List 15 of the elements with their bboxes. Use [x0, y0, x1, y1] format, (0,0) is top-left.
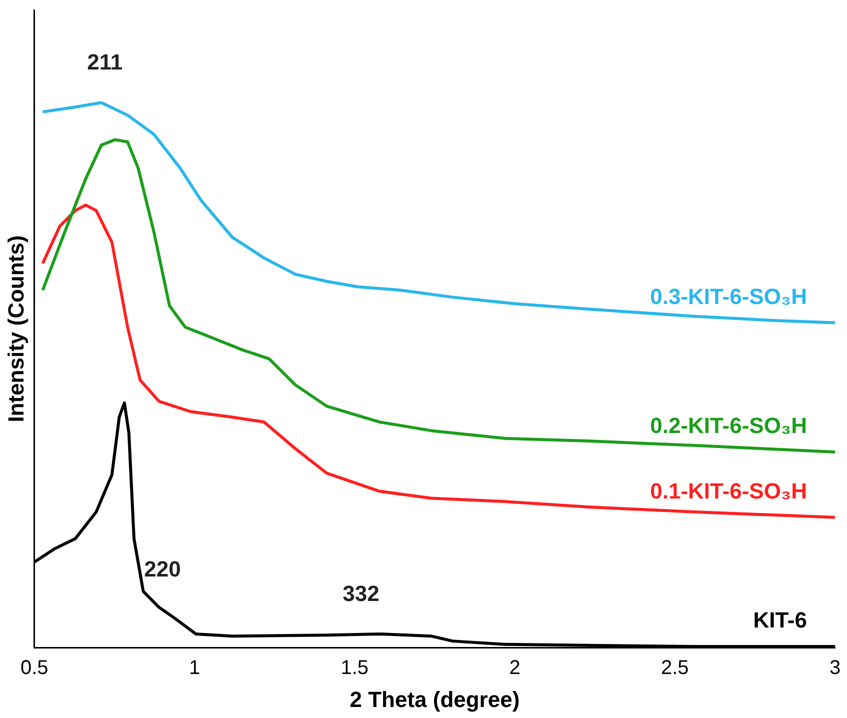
x-tick-label: 2	[509, 657, 520, 680]
y-axis-title: Intensity (Counts)	[3, 235, 28, 422]
series-label: 0.1-KIT-6-SO₃H	[650, 478, 807, 504]
x-tick-label: 0.5	[20, 657, 48, 680]
series-label: 0.3-KIT-6-SO₃H	[650, 284, 807, 309]
series-label: 0.2-KIT-6-SO₃H	[650, 413, 807, 438]
annotation: 211	[87, 50, 123, 75]
x-tick-label: 1	[188, 657, 200, 680]
series-label: KIT-6	[753, 608, 807, 633]
x-tick-label: 1.5	[340, 657, 369, 680]
x-tick-label: 3	[829, 657, 841, 680]
annotation: 220	[144, 556, 181, 582]
x-tick-label: 2.5	[660, 657, 689, 680]
x-axis-title: 2 Theta (degree)	[350, 686, 520, 712]
annotation: 332	[342, 581, 380, 606]
